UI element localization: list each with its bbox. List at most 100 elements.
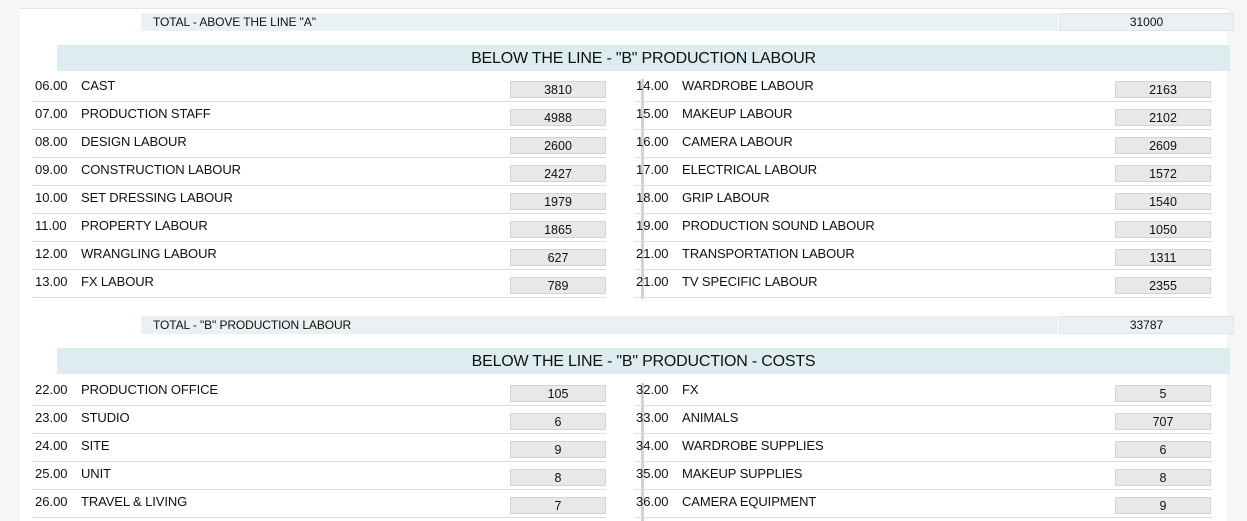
line-item-code: 13.00: [35, 274, 68, 289]
line-item-value[interactable]: 1865: [510, 221, 606, 238]
line-item-row: 22.00 PRODUCTION OFFICE 105: [33, 378, 606, 406]
line-item-code: 26.00: [35, 494, 68, 509]
line-item-row: 09.00 CONSTRUCTION LABOUR 2427: [33, 158, 606, 186]
labour-left-column: 06.00 CAST 3810 07.00 PRODUCTION STAFF 4…: [33, 74, 606, 298]
line-item-name: CONSTRUCTION LABOUR: [81, 162, 241, 177]
column-divider: [641, 383, 644, 521]
line-item-value[interactable]: 1572: [1115, 165, 1211, 182]
line-item-code: 14.00: [636, 78, 669, 93]
line-item-value[interactable]: 1979: [510, 193, 606, 210]
line-item-code: 08.00: [35, 134, 68, 149]
line-item-row: 34.00 WARDROBE SUPPLIES 6: [634, 434, 1212, 462]
line-item-value[interactable]: 4988: [510, 109, 606, 126]
line-item-name: ELECTRICAL LABOUR: [682, 162, 818, 177]
line-item-row: 35.00 MAKEUP SUPPLIES 8: [634, 462, 1212, 490]
line-item-row: 13.00 FX LABOUR 789: [33, 270, 606, 298]
line-item-row: 06.00 CAST 3810: [33, 74, 606, 102]
line-item-row: 23.00 STUDIO 6: [33, 406, 606, 434]
line-item-row: 14.00 WARDROBE LABOUR 2163: [634, 74, 1212, 102]
line-item-value[interactable]: 9: [1115, 497, 1211, 514]
line-item-name: UNIT: [81, 466, 111, 481]
line-item-value[interactable]: 707: [1115, 413, 1211, 430]
line-item-code: 07.00: [35, 106, 68, 121]
line-item-value[interactable]: 6: [510, 413, 606, 430]
line-item-row: 10.00 SET DRESSING LABOUR 1979: [33, 186, 606, 214]
column-divider: [641, 79, 644, 299]
line-item-name: GRIP LABOUR: [682, 190, 770, 205]
line-item-name: SET DRESSING LABOUR: [81, 190, 233, 205]
line-item-name: PROPERTY LABOUR: [81, 218, 208, 233]
total-b-production-labour-row: TOTAL - "B" PRODUCTION LABOUR 33787: [141, 316, 1234, 334]
line-item-code: 35.00: [636, 466, 669, 481]
line-item-value[interactable]: 9: [510, 441, 606, 458]
line-item-name: CAST: [81, 78, 116, 93]
labour-section-title: BELOW THE LINE - "B" PRODUCTION LABOUR: [57, 45, 1230, 71]
line-item-row: 17.00 ELECTRICAL LABOUR 1572: [634, 158, 1212, 186]
line-item-value[interactable]: 2102: [1115, 109, 1211, 126]
line-item-value[interactable]: 2355: [1115, 277, 1211, 294]
line-item-value[interactable]: 2163: [1115, 81, 1211, 98]
line-item-row: 25.00 UNIT 8: [33, 462, 606, 490]
line-item-value[interactable]: 8: [510, 469, 606, 486]
line-item-value[interactable]: 1050: [1115, 221, 1211, 238]
line-item-name: WARDROBE SUPPLIES: [682, 438, 824, 453]
total-b-production-labour-value[interactable]: 33787: [1059, 316, 1234, 334]
line-item-row: 32.00 FX 5: [634, 378, 1212, 406]
line-item-code: 11.00: [35, 218, 67, 233]
line-item-value[interactable]: 7: [510, 497, 606, 514]
line-item-name: FX: [682, 382, 699, 397]
line-item-name: CAMERA EQUIPMENT: [682, 494, 817, 509]
line-item-value[interactable]: 789: [510, 277, 606, 294]
line-item-value[interactable]: 1311: [1115, 249, 1211, 266]
line-item-name: ANIMALS: [682, 410, 739, 425]
line-item-code: 12.00: [35, 246, 68, 261]
line-item-name: DESIGN LABOUR: [81, 134, 187, 149]
line-item-name: WARDROBE LABOUR: [682, 78, 814, 93]
line-item-row: 15.00 MAKEUP LABOUR 2102: [634, 102, 1212, 130]
line-item-code: 21.00: [636, 274, 669, 289]
line-item-name: STUDIO: [81, 410, 130, 425]
line-item-value[interactable]: 2427: [510, 165, 606, 182]
line-item-name: PRODUCTION STAFF: [81, 106, 211, 121]
line-item-code: 34.00: [636, 438, 669, 453]
line-item-value[interactable]: 5: [1115, 385, 1211, 402]
budget-sheet: TOTAL - ABOVE THE LINE "A" 31000 BELOW T…: [20, 8, 1234, 521]
line-item-name: WRANGLING LABOUR: [81, 246, 217, 261]
line-item-code: 15.00: [636, 106, 669, 121]
line-item-code: 25.00: [35, 466, 68, 481]
line-item-name: PRODUCTION OFFICE: [81, 382, 218, 397]
line-item-value[interactable]: 8: [1115, 469, 1211, 486]
line-item-code: 09.00: [35, 162, 68, 177]
line-item-row: 07.00 PRODUCTION STAFF 4988: [33, 102, 606, 130]
line-item-code: 16.00: [636, 134, 669, 149]
line-item-row: 11.00 PROPERTY LABOUR 1865: [33, 214, 606, 242]
line-item-code: 22.00: [35, 382, 68, 397]
line-item-code: 36.00: [636, 494, 669, 509]
line-item-row: 24.00 SITE 9: [33, 434, 606, 462]
line-item-code: 19.00: [636, 218, 669, 233]
total-above-the-line-value[interactable]: 31000: [1059, 13, 1234, 31]
line-item-value[interactable]: 1540: [1115, 193, 1211, 210]
line-item-row: 19.00 PRODUCTION SOUND LABOUR 1050: [634, 214, 1212, 242]
total-b-production-labour-label: TOTAL - "B" PRODUCTION LABOUR: [141, 316, 1058, 334]
line-item-value[interactable]: 627: [510, 249, 606, 266]
line-item-name: PRODUCTION SOUND LABOUR: [682, 218, 875, 233]
line-item-value[interactable]: 6: [1115, 441, 1211, 458]
line-item-value[interactable]: 2609: [1115, 137, 1211, 154]
line-item-code: 21.00: [636, 246, 669, 261]
line-item-row: 26.00 TRAVEL & LIVING 7: [33, 490, 606, 518]
line-item-value[interactable]: 2600: [510, 137, 606, 154]
line-item-name: TRAVEL & LIVING: [81, 494, 188, 509]
line-item-code: 18.00: [636, 190, 669, 205]
line-item-row: 21.00 TRANSPORTATION LABOUR 1311: [634, 242, 1212, 270]
costs-right-column: 32.00 FX 5 33.00 ANIMALS 707 34.00 WARDR…: [634, 378, 1212, 518]
line-item-value[interactable]: 105: [510, 385, 606, 402]
line-item-name: CAMERA LABOUR: [682, 134, 793, 149]
line-item-value[interactable]: 3810: [510, 81, 606, 98]
line-item-row: 33.00 ANIMALS 707: [634, 406, 1212, 434]
line-item-row: 12.00 WRANGLING LABOUR 627: [33, 242, 606, 270]
line-item-row: 18.00 GRIP LABOUR 1540: [634, 186, 1212, 214]
total-above-the-line-row: TOTAL - ABOVE THE LINE "A" 31000: [141, 13, 1234, 31]
line-item-code: 06.00: [35, 78, 68, 93]
line-item-row: 21.00 TV SPECIFIC LABOUR 2355: [634, 270, 1212, 298]
